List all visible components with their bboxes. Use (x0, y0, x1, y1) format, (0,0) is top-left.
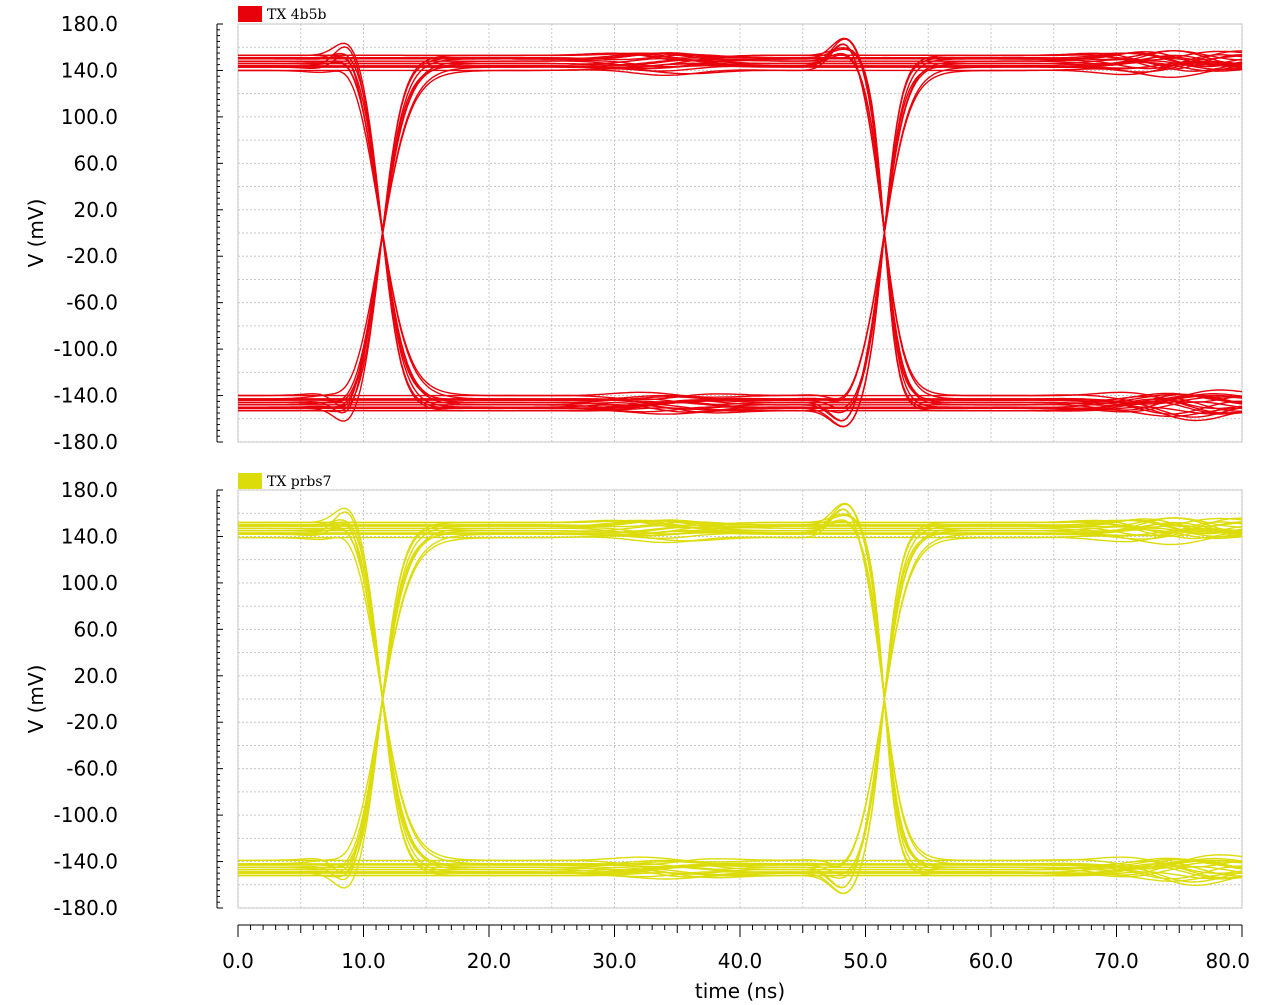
x-tick-label: 40.0 (718, 949, 763, 973)
y-tick-label: -60.0 (66, 291, 118, 315)
legend-swatch-tx-prbs7 (238, 473, 262, 489)
x-tick-label: 30.0 (592, 949, 637, 973)
eye-trace (238, 393, 1243, 407)
legend-label-tx-4b5b: TX 4b5b (267, 7, 327, 23)
x-tick-label: 50.0 (843, 949, 888, 973)
eye-trace (238, 43, 1243, 403)
eye-trace (238, 67, 1243, 408)
eye-trace (238, 503, 1243, 868)
x-tick-label: 20.0 (467, 949, 512, 973)
x-tick-label: 70.0 (1094, 949, 1139, 973)
y-tick-label: 140.0 (61, 58, 118, 82)
y-tick-label: 20.0 (73, 664, 118, 688)
eye-trace (238, 404, 1243, 422)
gridlines-tx-prbs7 (237, 489, 1243, 909)
y-tick-label: 180.0 (61, 478, 118, 502)
eye-trace (238, 519, 1243, 535)
x-tick-label: 0.0 (222, 949, 254, 973)
y-tick-label: -180.0 (54, 896, 118, 920)
x-tick-label: 80.0 (1205, 949, 1250, 973)
y-tick-label: 100.0 (61, 105, 118, 129)
eye-trace (238, 50, 1242, 67)
y-axis-title-tx-prbs7: V (mV) (24, 665, 48, 734)
legend-swatch-tx-4b5b (238, 6, 262, 22)
eye-trace (238, 393, 1243, 405)
panel-tx-prbs7: 180.0 140.0 100.0 60.0 20.0 -20.0 -60.0 -100.0 -… (24, 473, 1243, 920)
y-tick-label: 140.0 (61, 524, 118, 548)
eye-trace (238, 517, 1243, 534)
y-tick-label: -100.0 (54, 803, 118, 827)
y-axis-tx-4b5b: 180.0 140.0 100.0 60.0 20.0 -20.0 -60.0 -100.0 -… (54, 12, 223, 454)
eye-trace (238, 50, 1243, 422)
traces-tx-4b5b (238, 37, 1243, 428)
eye-trace (238, 517, 1243, 889)
eye-trace (238, 52, 1243, 428)
eye-trace (238, 869, 1243, 886)
y-axis-title-tx-4b5b: V (mV) (24, 199, 48, 268)
legend-label-tx-prbs7: TX prbs7 (267, 474, 331, 490)
y-tick-label: 100.0 (61, 571, 118, 595)
x-axis-title: time (ns) (695, 979, 785, 1003)
eye-trace (238, 398, 1243, 414)
y-tick-label: -20.0 (66, 244, 118, 268)
y-tick-label: -20.0 (66, 710, 118, 734)
eye-trace (238, 528, 1243, 540)
gridlines-tx-4b5b (237, 23, 1243, 443)
y-tick-label: 60.0 (73, 617, 118, 641)
y-tick-label: -60.0 (66, 757, 118, 781)
y-tick-label: 20.0 (73, 198, 118, 222)
eye-trace (238, 858, 1243, 871)
y-tick-label: -100.0 (54, 337, 118, 361)
eye-trace (238, 857, 1243, 870)
eye-trace (238, 62, 1243, 401)
eye-trace (238, 48, 1243, 415)
y-tick-label: 60.0 (73, 151, 118, 175)
y-axis-tx-prbs7: 180.0 140.0 100.0 60.0 20.0 -20.0 -60.0 -100.0 -… (54, 478, 223, 920)
eye-trace (238, 60, 1243, 73)
y-tick-label: -140.0 (54, 384, 118, 408)
eye-trace (238, 508, 1243, 868)
eye-trace (238, 534, 1242, 874)
panel-tx-4b5b: 180.0 140.0 100.0 60.0 20.0 -20.0 -60.0 -100.0 -… (24, 6, 1243, 454)
eye-trace (238, 54, 1243, 67)
y-tick-label: -140.0 (54, 850, 118, 874)
eye-trace (238, 52, 1243, 68)
x-axis: 0.0 10.0 20.0 30.0 40.0 50.0 60.0 70.0 80.0 (222, 924, 1250, 973)
traces-tx-prbs7 (238, 502, 1243, 895)
eye-trace (238, 529, 1243, 866)
eye-trace (238, 38, 1243, 403)
y-tick-label: -180.0 (54, 430, 118, 454)
eye-trace (238, 863, 1243, 879)
eye-trace (238, 519, 1243, 895)
x-tick-label: 60.0 (969, 949, 1014, 973)
eye-trace (238, 521, 1243, 535)
eye-trace (238, 514, 1243, 880)
y-tick-label: 180.0 (61, 12, 118, 36)
x-tick-label: 10.0 (341, 949, 386, 973)
